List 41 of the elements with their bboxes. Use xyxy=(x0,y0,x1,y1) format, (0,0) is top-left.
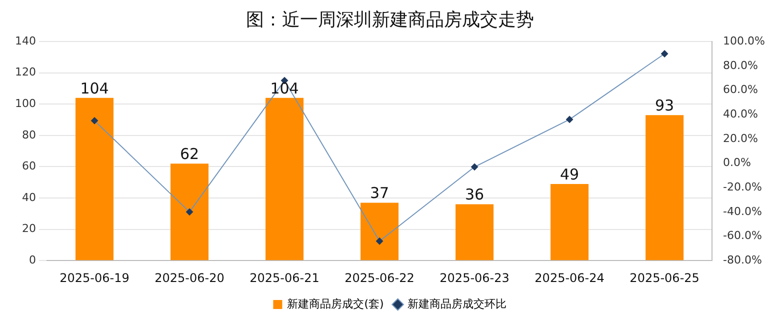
x-tick-label: 2025-06-19 xyxy=(60,270,130,285)
y2-tick-label: 20.0% xyxy=(723,132,758,145)
bar xyxy=(170,164,209,260)
y-tick-label: 100 xyxy=(14,97,36,110)
y2-tick-label: 0.0% xyxy=(723,156,752,170)
y2-tick-label: -20.0% xyxy=(723,180,762,194)
bar xyxy=(360,202,399,260)
y2-tick-label: -60.0% xyxy=(723,229,762,242)
y-tick-label: 40 xyxy=(22,190,36,204)
y-tick-label: 20 xyxy=(22,222,36,236)
bar xyxy=(456,204,494,260)
text: 93 xyxy=(655,96,674,115)
y2-tick-label: -80.0% xyxy=(723,253,762,266)
y-tick-label: 60 xyxy=(22,160,36,173)
x-tick-label: 2025-06-21 xyxy=(250,270,320,285)
y2-tick-label: -40.0% xyxy=(723,204,762,218)
text: 62 xyxy=(180,145,200,164)
bar xyxy=(76,98,114,260)
text: 49 xyxy=(560,165,580,184)
bar xyxy=(550,184,589,260)
x-tick-label: 2025-06-25 xyxy=(630,270,700,285)
y-tick-label: 140 xyxy=(14,34,36,48)
y2-tick-label: 60.0% xyxy=(723,83,758,96)
x-tick-label: 2025-06-20 xyxy=(154,270,224,285)
x-tick-label: 2025-06-24 xyxy=(534,270,604,285)
y-tick-label: 80 xyxy=(22,128,36,142)
text: 37 xyxy=(370,184,390,202)
text: 36 xyxy=(464,186,484,204)
y2-tick-label: 40.0% xyxy=(723,107,758,120)
text: 104 xyxy=(80,79,109,98)
legend-label: 新建商品房成交(套) xyxy=(287,297,384,310)
y-tick-label: 120 xyxy=(14,66,36,79)
legend-label: 新建商品房成交环比 xyxy=(407,297,506,310)
bar xyxy=(266,98,304,260)
y-tick-label: 0 xyxy=(28,253,36,266)
bar xyxy=(646,115,684,260)
x-tick-label: 2025-06-23 xyxy=(440,270,510,285)
y2-tick-label: 80.0% xyxy=(723,58,758,72)
chart-title: 图：近一周深圳新建商品房成交走势 xyxy=(246,9,534,30)
y2-tick-label: 100.0% xyxy=(723,34,766,48)
x-tick-label: 2025-06-22 xyxy=(344,270,414,285)
